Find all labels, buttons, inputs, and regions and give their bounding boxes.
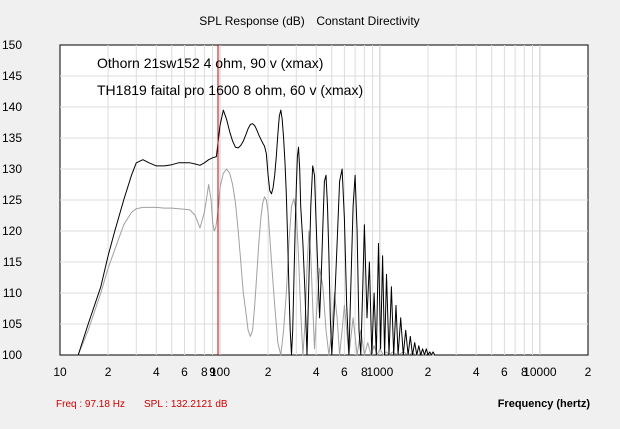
y-tick-label: 140 bbox=[2, 100, 22, 114]
x-tick-label: 1000 bbox=[367, 365, 394, 379]
x-tick-label: 100 bbox=[210, 365, 230, 379]
chart-subtitle: Constant Directivity bbox=[316, 14, 419, 28]
y-tick-label: 110 bbox=[3, 286, 22, 300]
y-tick-label: 115 bbox=[3, 255, 22, 269]
series-line-2 bbox=[77, 168, 435, 356]
cursor-freq-readout: Freq : 97.18 Hz bbox=[56, 399, 125, 410]
y-tick-label: 145 bbox=[2, 69, 22, 83]
x-tick-label: 4 bbox=[153, 365, 160, 379]
y-tick-label: 100 bbox=[2, 348, 22, 362]
y-tick-label: 135 bbox=[2, 131, 22, 145]
x-tick-label: 2 bbox=[105, 365, 112, 379]
chart-title: SPL Response (dB) bbox=[199, 14, 305, 28]
y-tick-label: 130 bbox=[2, 162, 22, 176]
grid-lines bbox=[60, 45, 588, 355]
x-tick-label: 8 bbox=[361, 365, 368, 379]
y-axis: 100 105 110 115 120 125 130 135 140 145 150 bbox=[2, 38, 22, 362]
legend-entry-1: Othorn 21sw152 4 ohm, 90 v (xmax) bbox=[97, 55, 323, 71]
x-tick-label: 10000 bbox=[523, 365, 557, 379]
x-tick-label: 6 bbox=[181, 365, 188, 379]
x-tick-label: 2 bbox=[585, 365, 592, 379]
series-line-1 bbox=[77, 109, 437, 356]
x-tick-label: 8 bbox=[521, 365, 528, 379]
x-tick-label: 6 bbox=[501, 365, 508, 379]
x-tick-label: 2 bbox=[425, 365, 432, 379]
x-tick-label: 2 bbox=[265, 365, 272, 379]
legend-entry-2: TH1819 faital pro 1600 8 ohm, 60 v (xmax… bbox=[97, 82, 363, 98]
x-tick-label: 4 bbox=[313, 365, 320, 379]
y-tick-label: 125 bbox=[2, 193, 22, 207]
x-axis-label: Frequency (hertz) bbox=[498, 398, 591, 410]
legend: Othorn 21sw152 4 ohm, 90 v (xmax) TH1819… bbox=[97, 55, 363, 98]
cursor-spl-readout: SPL : 132.2121 dB bbox=[144, 399, 228, 410]
series-group bbox=[77, 109, 437, 356]
y-tick-label: 150 bbox=[2, 38, 22, 52]
x-tick-label: 8 bbox=[201, 365, 208, 379]
x-tick-label: 10 bbox=[53, 365, 67, 379]
y-tick-label: 105 bbox=[2, 317, 22, 331]
x-tick-label: 4 bbox=[473, 365, 480, 379]
x-tick-label: 9 bbox=[209, 365, 216, 379]
y-tick-label: 120 bbox=[2, 224, 22, 238]
x-tick-label: 6 bbox=[341, 365, 348, 379]
